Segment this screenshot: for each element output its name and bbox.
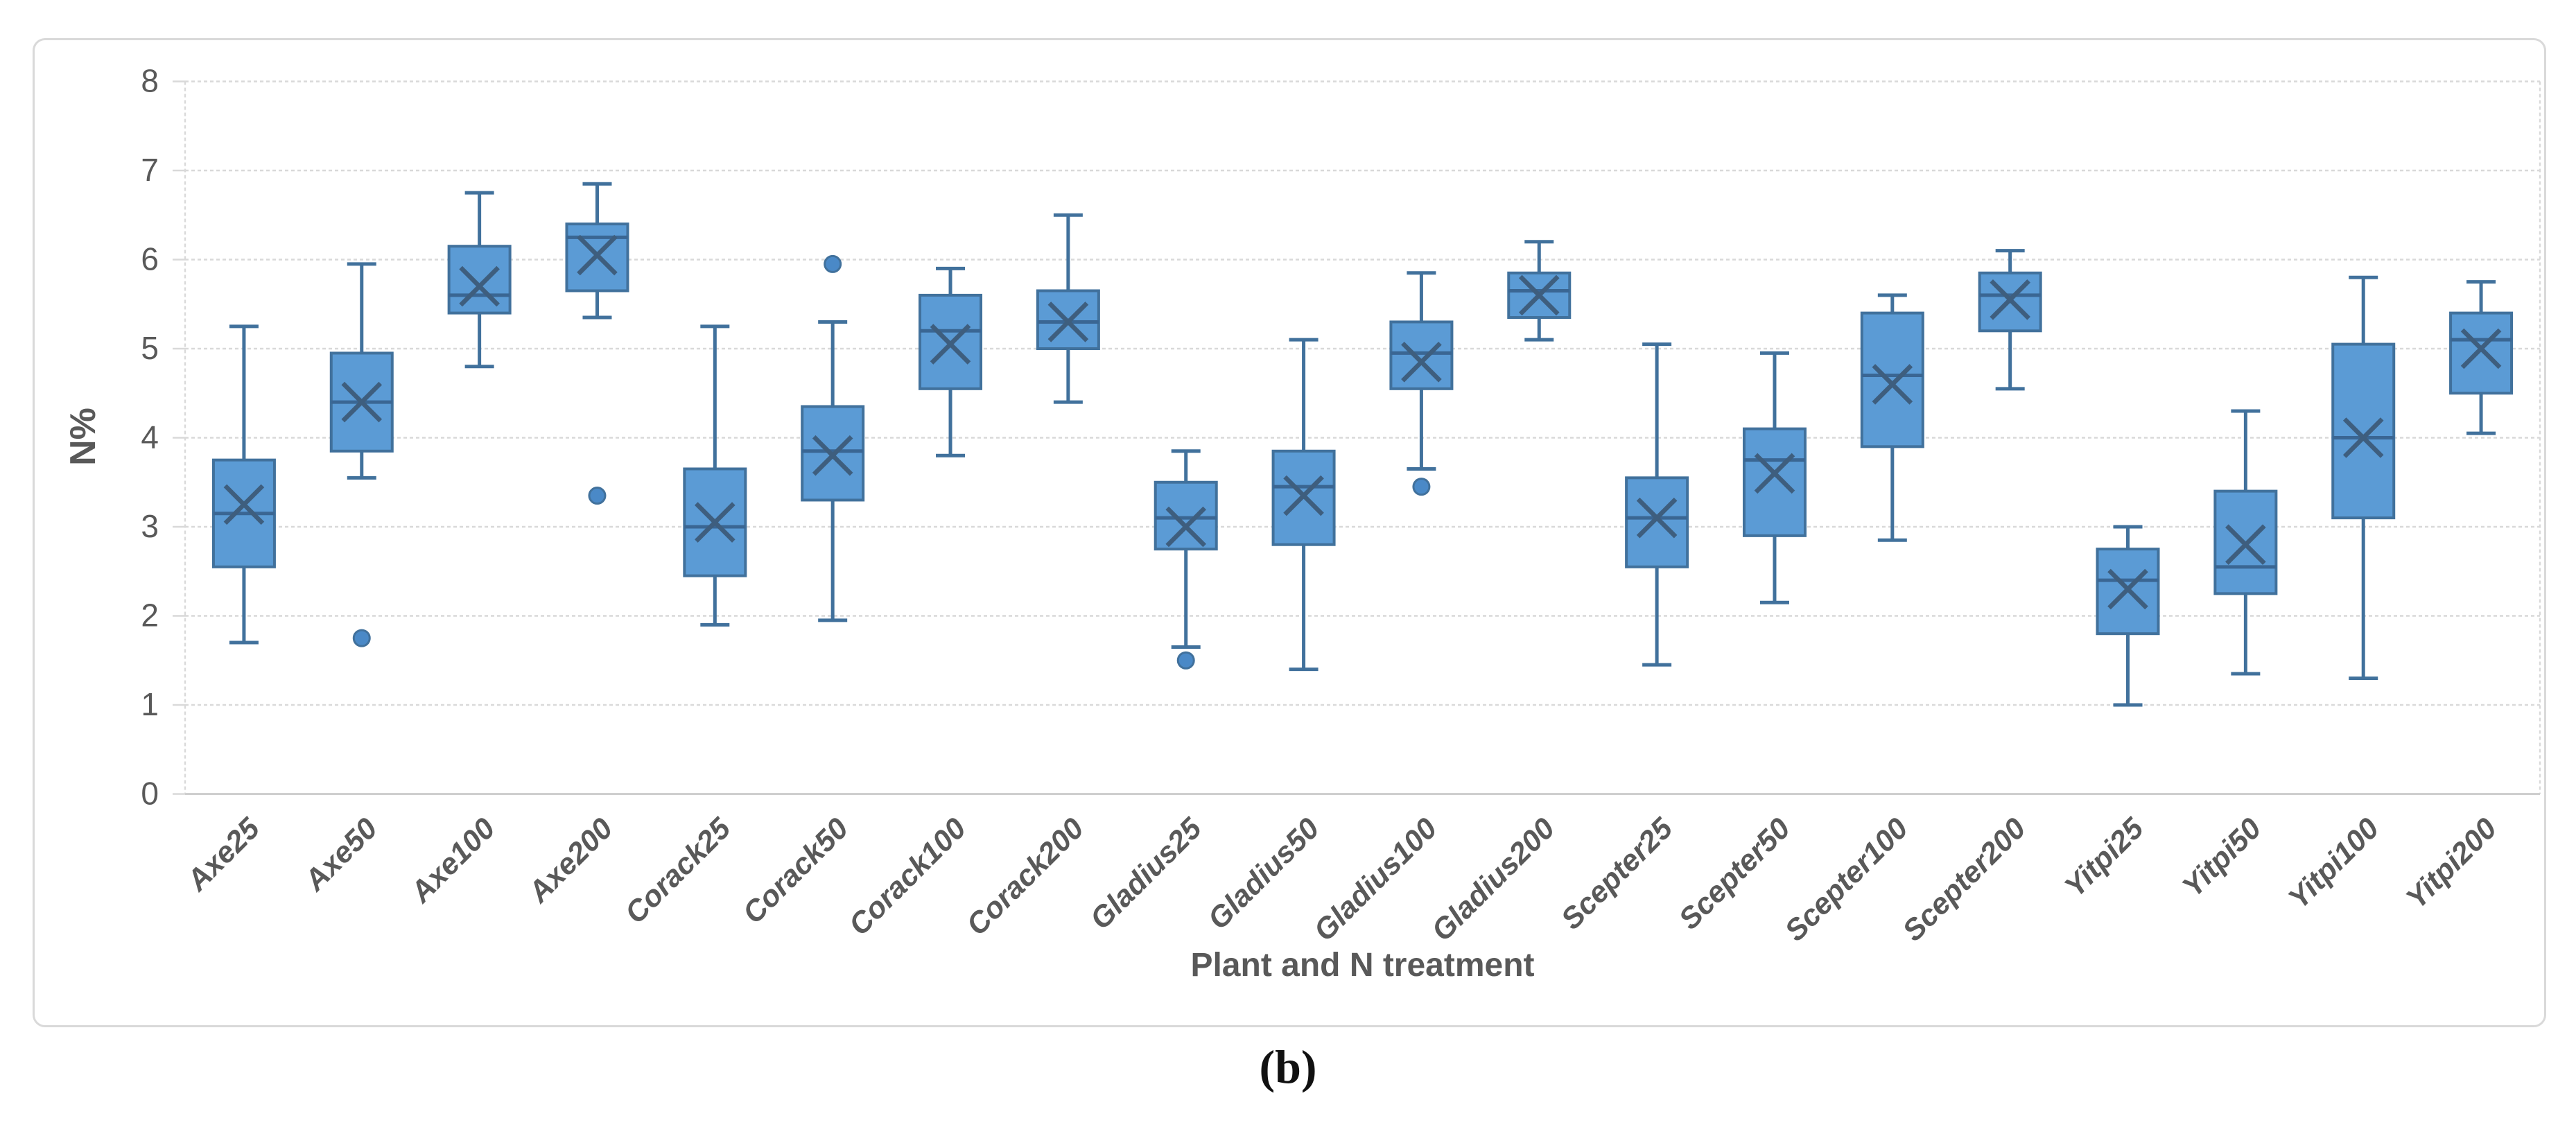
box-plot-yitpi200 — [2449, 280, 2514, 435]
box-iqr — [2331, 342, 2396, 520]
outlier-point — [1412, 478, 1431, 496]
mean-x-marker — [812, 435, 853, 476]
box-plot-yitpi50 — [2213, 409, 2278, 676]
y-tick-label: 3 — [141, 508, 159, 544]
x-category-label: Gladius50 — [1201, 812, 1325, 936]
mean-x-marker — [459, 265, 500, 307]
mean-x-marker — [930, 324, 971, 365]
outlier-point — [824, 254, 842, 273]
y-tick-label: 0 — [141, 776, 159, 812]
x-axis-title: Plant and N treatment — [1190, 947, 1535, 984]
box-iqr — [2096, 548, 2160, 636]
box-plot-corack50 — [801, 254, 865, 622]
y-axis-title: N% — [63, 408, 103, 466]
box-plot-gladius200 — [1507, 240, 1572, 342]
box-plot-corack100 — [919, 266, 983, 457]
y-tick-label: 4 — [141, 419, 159, 455]
box-plot-gladius100 — [1389, 271, 1454, 496]
x-category-label: Scepter200 — [1897, 812, 2033, 948]
x-category-label: Axe200 — [521, 812, 619, 909]
box-plot-axe100 — [447, 191, 512, 369]
mean-x-marker — [2225, 524, 2266, 565]
x-category-label: Gladius100 — [1307, 812, 1443, 948]
x-category-label: Corack25 — [619, 811, 738, 930]
mean-x-marker — [2342, 417, 2384, 458]
box-iqr — [919, 293, 983, 390]
box-plot-gladius50 — [1271, 338, 1336, 672]
box-plot-corack200 — [1036, 213, 1100, 404]
box-iqr — [1860, 311, 1924, 448]
box-plot-scepter100 — [1860, 293, 1924, 542]
mean-x-marker — [1636, 497, 1678, 539]
mean-x-marker — [1518, 274, 1560, 316]
y-tick-label: 6 — [141, 241, 159, 277]
box-plot-yitpi25 — [2096, 525, 2160, 707]
box-iqr — [2449, 311, 2514, 395]
x-category-label: Yitpi100 — [2282, 812, 2385, 915]
y-tick-label: 1 — [141, 686, 159, 722]
box-plot-gladius25 — [1154, 449, 1218, 670]
x-category-label: Yitpi25 — [2058, 811, 2150, 903]
figure-caption: (b) — [1259, 1040, 1317, 1093]
x-category-label: Corack100 — [842, 812, 973, 942]
x-category-label: Yitpi200 — [2400, 812, 2503, 915]
mean-x-marker — [223, 484, 265, 525]
x-category-label: Axe25 — [180, 811, 267, 898]
mean-x-marker — [1047, 302, 1089, 342]
y-tick-label: 5 — [141, 330, 159, 366]
box-iqr — [1625, 476, 1689, 568]
box-iqr — [1389, 320, 1454, 390]
mean-x-marker — [1872, 364, 1913, 405]
x-category-label: Gladius25 — [1084, 811, 1209, 936]
outlier-point — [1176, 651, 1195, 670]
x-category-label: Corack200 — [960, 812, 1090, 942]
box-iqr — [1154, 480, 1218, 551]
x-category-label: Gladius200 — [1425, 812, 1561, 948]
x-category-label: Yitpi50 — [2176, 812, 2268, 904]
x-category-label: Scepter50 — [1673, 812, 1797, 936]
mean-x-marker — [577, 234, 618, 276]
mean-x-marker — [1165, 506, 1207, 548]
box-plot-yitpi100 — [2331, 275, 2396, 680]
box-plot-corack25 — [683, 324, 747, 627]
mean-x-marker — [1754, 453, 1795, 494]
y-tick-label: 2 — [141, 597, 159, 634]
y-tick-label: 8 — [141, 63, 159, 99]
x-category-label: Corack50 — [736, 812, 855, 930]
box-iqr — [447, 245, 512, 315]
mean-x-marker — [2107, 568, 2148, 610]
box-iqr — [1742, 427, 1807, 537]
box-plot-axe25 — [211, 324, 276, 645]
box-plot-axe50 — [329, 262, 394, 647]
outlier-point — [588, 487, 607, 505]
outlier-point — [352, 629, 371, 647]
x-category-label: Scepter25 — [1555, 811, 1680, 936]
x-category-label: Axe50 — [298, 812, 384, 898]
mean-x-marker — [1283, 475, 1324, 516]
mean-x-marker — [341, 381, 383, 423]
x-category-label: Scepter100 — [1779, 812, 1915, 948]
box-plot-axe200 — [565, 182, 629, 505]
mean-x-marker — [1401, 341, 1442, 383]
mean-x-marker — [2460, 328, 2502, 369]
box-plot-scepter25 — [1625, 342, 1689, 667]
mean-x-marker — [695, 502, 736, 543]
mean-x-marker — [1990, 279, 2030, 320]
x-category-label: Axe100 — [404, 812, 502, 909]
y-tick-label: 7 — [141, 152, 159, 188]
box-plot-scepter200 — [1978, 249, 2042, 391]
box-plot-scepter50 — [1742, 351, 1807, 604]
